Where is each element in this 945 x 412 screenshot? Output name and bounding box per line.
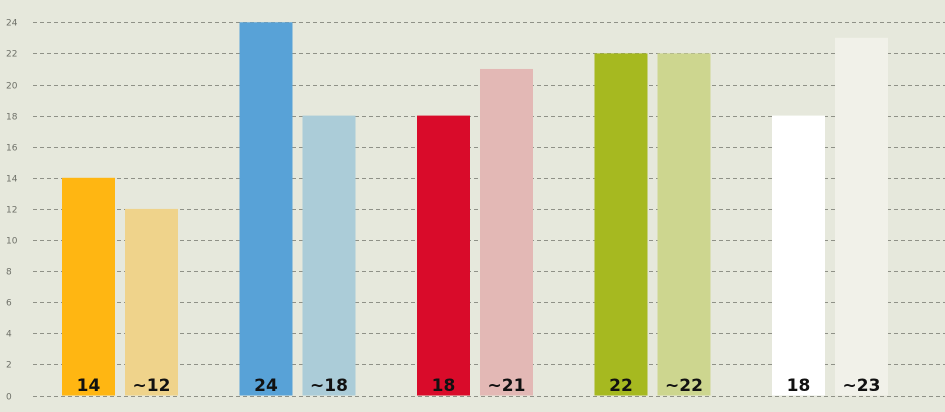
bars <box>62 22 888 396</box>
bar-actual <box>417 115 470 396</box>
y-tick-label: 18 <box>6 113 18 123</box>
bar-value-label: 18 <box>432 376 456 396</box>
bar-value-labels: 14 ~12 24 ~18 18 ~21 22 ~22 18 ~23 <box>77 376 881 396</box>
bar-estimate-label: ~12 <box>133 376 171 396</box>
y-tick-label: 14 <box>6 175 18 185</box>
bar-value-label: 22 <box>609 376 633 396</box>
y-tick-label: 12 <box>6 206 17 216</box>
y-tick-label: 24 <box>6 19 18 29</box>
y-tick-label: 20 <box>6 82 18 92</box>
y-tick-label: 8 <box>6 268 12 278</box>
bar-estimate <box>302 115 356 396</box>
bar-value-label: 24 <box>254 376 278 396</box>
bar-actual <box>239 22 293 396</box>
bar-estimate <box>657 53 711 396</box>
bar-actual <box>594 53 648 396</box>
y-tick-label: 16 <box>6 144 18 154</box>
bar-value-label: 18 <box>787 376 811 396</box>
bar-estimate-label: ~23 <box>843 376 881 396</box>
y-tick-label: 22 <box>6 50 17 60</box>
y-tick-label: 6 <box>6 299 12 309</box>
bar-value-label: 14 <box>77 376 101 396</box>
y-tick-label: 10 <box>6 237 18 247</box>
y-tick-label: 0 <box>6 393 12 403</box>
bar-actual <box>62 177 115 396</box>
bar-estimate-label: ~21 <box>488 376 526 396</box>
bar-actual <box>772 115 825 396</box>
y-tick-label: 4 <box>6 330 12 340</box>
y-tick-label: 2 <box>6 361 12 371</box>
bar-estimate-label: ~22 <box>665 376 703 396</box>
bar-estimate <box>125 208 178 396</box>
bar-estimate-label: ~18 <box>310 376 348 396</box>
bar-estimate <box>480 68 533 396</box>
bar-estimate <box>835 37 888 396</box>
